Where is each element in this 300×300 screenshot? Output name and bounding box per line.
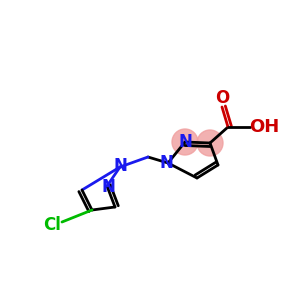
Text: N: N: [113, 157, 127, 175]
Text: N: N: [101, 178, 115, 196]
Circle shape: [172, 129, 198, 155]
Text: OH: OH: [249, 118, 279, 136]
Text: N: N: [159, 154, 173, 172]
Circle shape: [197, 130, 223, 156]
Text: N: N: [178, 133, 192, 151]
Text: O: O: [215, 89, 229, 107]
Text: Cl: Cl: [43, 216, 61, 234]
